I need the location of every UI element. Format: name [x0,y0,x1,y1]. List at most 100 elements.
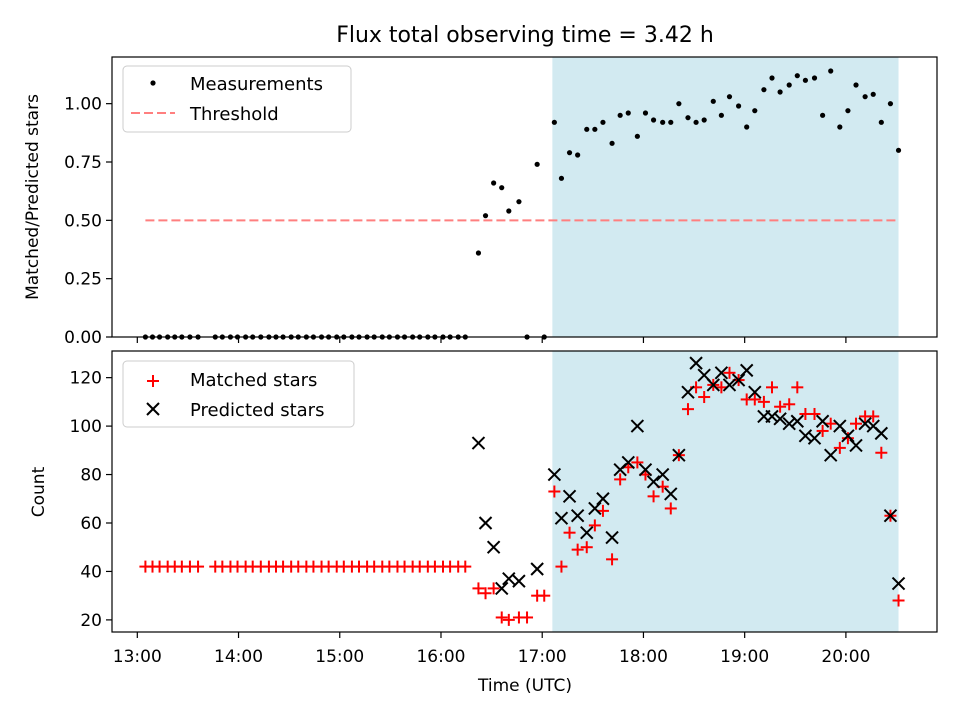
predicted-star-point [502,571,516,586]
matched-star-point [521,611,534,624]
predicted-star-point [706,378,720,392]
measurement-point [693,119,699,125]
bottom-axes-frame [111,350,938,633]
measurement-point [625,110,631,116]
matched-star-point [850,417,863,430]
predicted-star-point [478,516,493,530]
measurement-point [853,82,859,88]
predicted-star-point [672,448,686,462]
legend-marker-matched [147,375,159,387]
measurement-point [642,110,649,116]
matched-star-point [459,560,472,573]
matched-star-point [791,381,804,394]
matched-star-point [715,381,728,394]
measurement-point [786,82,792,88]
predicted-star-point [655,467,670,482]
matched-star-point [748,393,761,406]
matched-star-point [571,543,584,556]
matched-star-point [841,432,854,445]
x-tick-label: 17:00 [518,647,567,667]
measurement-point [660,119,666,125]
matched-star-point [783,398,796,411]
measurement-point [701,117,707,123]
measurement-point [870,91,876,97]
predicted-star-point [849,438,863,453]
measurement-point [845,108,851,114]
matched-star-point [867,410,880,423]
y-tick-label: 0.25 [64,270,102,290]
measurement-point [811,75,818,81]
predicted-star-point [554,511,569,525]
predicted-star-point [495,581,509,596]
bottom-shaded-region [552,351,899,632]
matched-star-point [502,613,515,626]
predicted-star-point [562,489,577,504]
predicted-star-point [588,501,602,516]
predicted-star-point [689,356,703,370]
predicted-star-point [638,462,653,477]
predicted-star-point [580,525,594,540]
measurement-point [837,124,843,130]
measurement-point [566,150,573,156]
measurement-point [650,117,657,123]
matched-star-point [774,400,787,413]
predicted-star-point [739,363,754,378]
predicted-star-point [841,429,855,443]
matched-star-point [548,485,561,498]
predicted-star-point [858,416,872,431]
measurement-point [600,119,606,125]
top-y-ticks: 0.00 0.25 0.50 0.75 1.00 [64,95,112,348]
predicted-star-point [596,492,610,506]
predicted-star-point [782,416,796,431]
bottom-legend-box [122,360,355,428]
measurement-point [752,108,758,114]
measurement-point [592,126,598,132]
measurement-point [862,94,868,100]
chart-title: Flux total observing time = 3.42 h [336,23,714,48]
legend-label-matched: Matched stars [190,370,317,391]
x-tick-label: 20:00 [821,647,870,667]
predicted-star-point [773,412,787,426]
bottom-x-ticks: 13:00 14:00 15:00 16:00 17:00 18:00 19:00 20:00 [113,632,870,667]
y-tick-label: 0.75 [64,153,102,173]
measurement-point [761,87,767,93]
predicted-star-point [765,409,779,424]
measurement-point [475,250,482,256]
predicted-star-point [883,509,898,523]
matched-star-markers [139,366,905,626]
predicted-star-point [815,414,830,428]
predicted-star-markers [471,356,906,596]
predicted-star-point [621,455,635,470]
matched-star-point [580,541,593,554]
predicted-star-point [664,487,678,501]
predicted-star-point [874,426,889,441]
top-axes-frame [111,56,938,338]
matched-star-point [681,403,694,416]
measurement-point [617,112,623,118]
legend-label-predicted: Predicted stars [190,400,324,421]
measurement-point [735,103,742,109]
matched-star-point [808,407,821,420]
legend-marker-predicted [146,402,160,416]
predicted-star-point [471,436,486,450]
matched-star-point [664,502,677,515]
predicted-star-point [605,530,619,545]
matched-star-point [596,504,609,517]
x-tick-label: 18:00 [619,647,668,667]
top-y-axis-label: Matched/Predicted stars [23,94,43,300]
y-tick-label: 80 [80,466,102,486]
legend-label-measurements: Measurements [190,74,323,95]
predicted-star-point [547,467,562,482]
measurement-point [634,133,640,139]
y-tick-label: 1.00 [64,95,102,115]
legend-marker-measurements [150,80,156,86]
measurement-point [482,213,489,219]
matched-star-point [833,441,846,454]
predicted-star-point [722,378,737,392]
matched-star-point [192,560,205,573]
measurement-point [777,89,783,95]
matched-star-point [614,473,627,486]
measurement-point [878,119,884,125]
bottom-y-ticks: 20 40 60 80 100 120 [70,369,112,631]
predicted-star-point [824,448,838,462]
